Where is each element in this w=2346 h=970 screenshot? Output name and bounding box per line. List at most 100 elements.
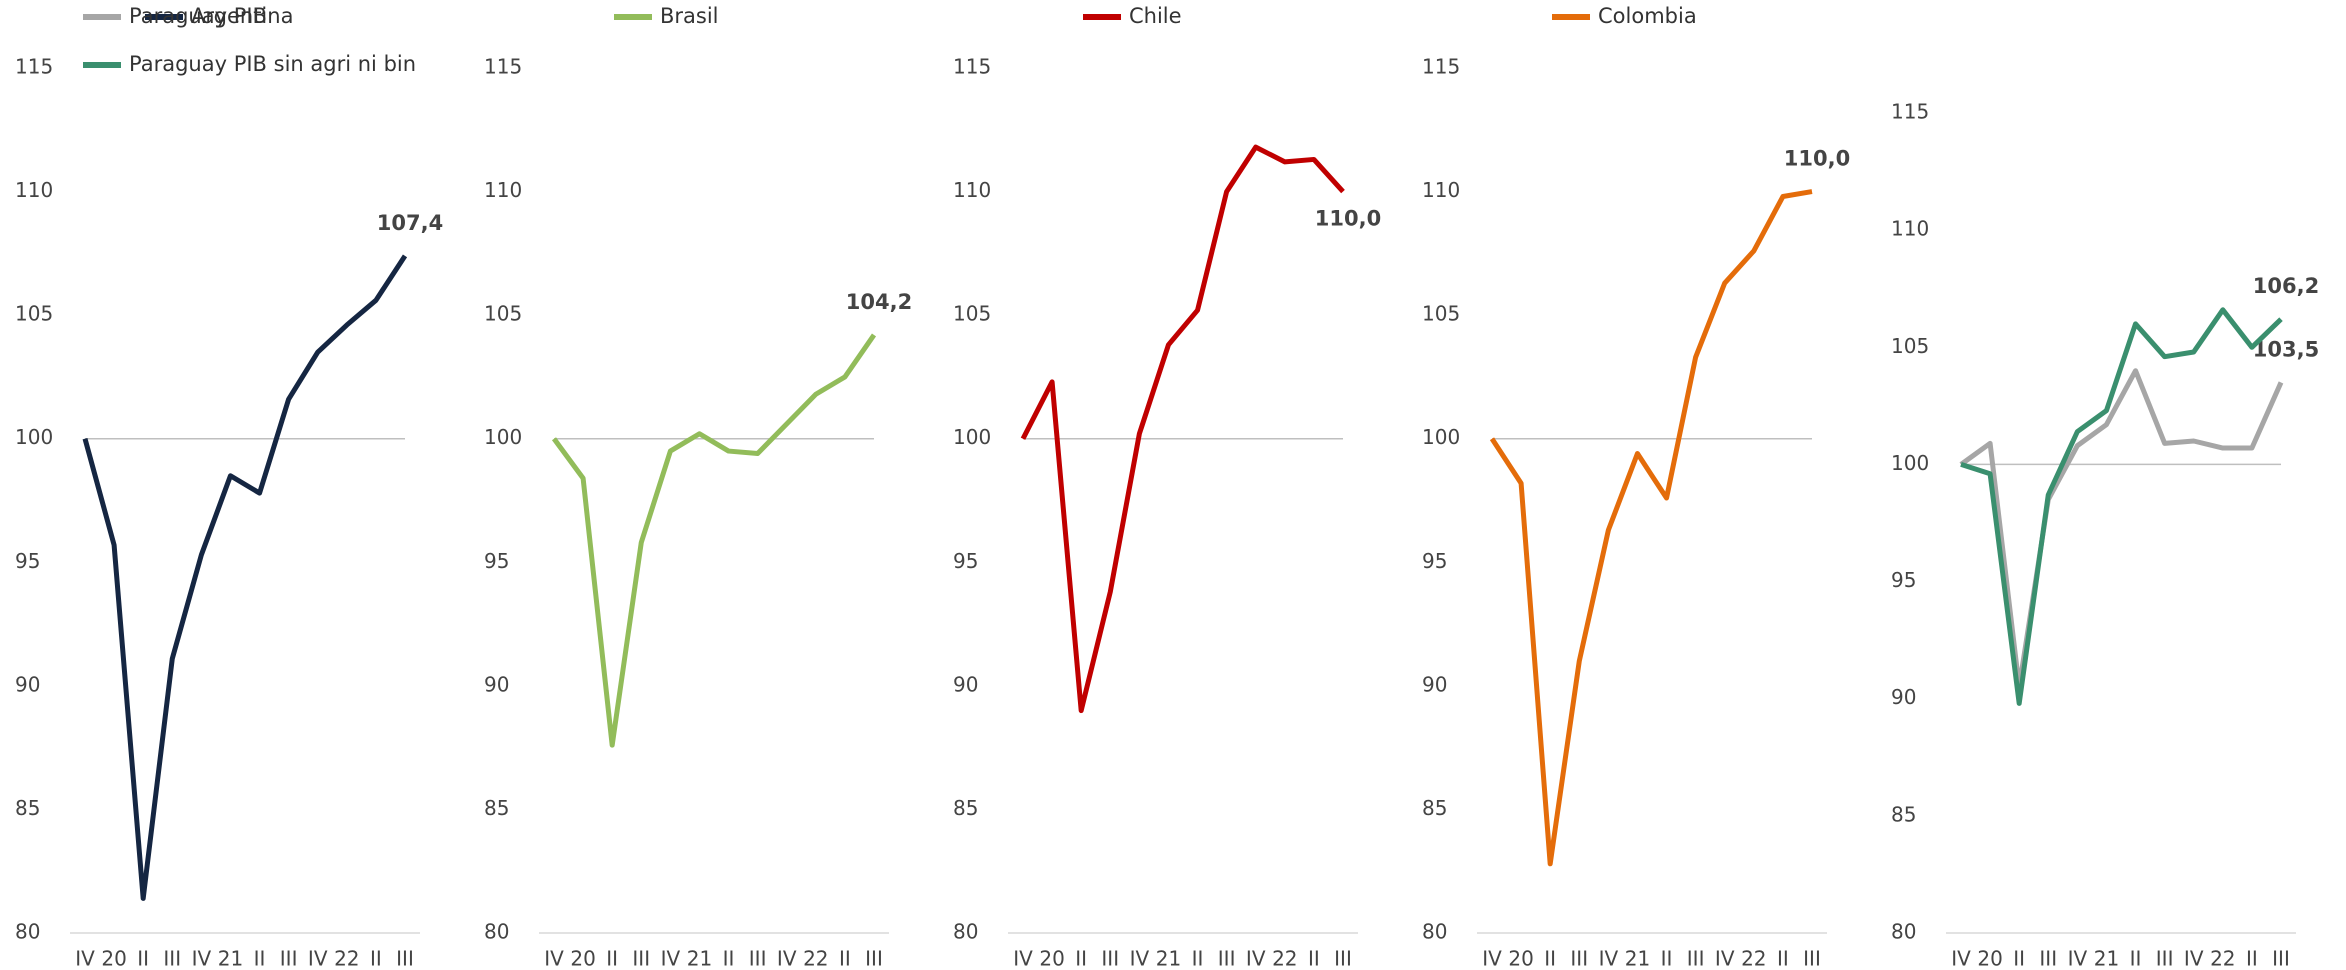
x-tick-label: 22 bbox=[803, 947, 828, 970]
x-tick-label: III bbox=[1101, 947, 1119, 970]
x-tick-label: 20 bbox=[1977, 947, 2002, 970]
x-tick-label: IV bbox=[75, 947, 95, 970]
y-tick-label: 85 bbox=[1891, 802, 1916, 826]
x-tick-label: II bbox=[137, 947, 149, 970]
series-line bbox=[1020, 144, 1345, 714]
y-tick-label: 100 bbox=[15, 425, 53, 449]
x-tick-label: 20 bbox=[1508, 947, 1533, 970]
x-tick-label: II bbox=[1544, 947, 1556, 970]
x-tick-label: III bbox=[1803, 947, 1821, 970]
y-tick-label: 110 bbox=[484, 178, 522, 202]
y-tick-label: 85 bbox=[1422, 796, 1447, 820]
legend-label: Brasil bbox=[660, 4, 719, 28]
y-tick-label: 105 bbox=[15, 302, 53, 326]
x-tick-label: II bbox=[1777, 947, 1789, 970]
y-tick-label: 90 bbox=[1891, 685, 1916, 709]
x-tick-label: II bbox=[2130, 947, 2142, 970]
y-tick-label: 90 bbox=[15, 672, 40, 696]
y-tick-label: 85 bbox=[953, 796, 978, 820]
legend-label: Colombia bbox=[1598, 4, 1697, 28]
y-tick-label: 100 bbox=[1422, 425, 1460, 449]
y-tick-label: 80 bbox=[15, 920, 40, 944]
series-line bbox=[1960, 307, 2283, 706]
x-tick-label: III bbox=[280, 947, 298, 970]
y-tick-label: 100 bbox=[1891, 451, 1929, 475]
x-tick-label: II bbox=[254, 947, 266, 970]
y-tick-label: 115 bbox=[484, 55, 522, 79]
y-tick-label: 100 bbox=[953, 425, 991, 449]
x-tick-label: 21 bbox=[1156, 947, 1181, 970]
x-tick-label: III bbox=[1334, 947, 1352, 970]
x-tick-label: 20 bbox=[1039, 947, 1064, 970]
value-label: 104,2 bbox=[846, 290, 912, 314]
x-tick-label: II bbox=[1075, 947, 1087, 970]
x-tick-label: IV bbox=[1599, 947, 1619, 970]
series-line bbox=[551, 333, 877, 748]
x-tick-label: IV bbox=[2068, 947, 2088, 970]
x-tick-label: IV bbox=[1715, 947, 1735, 970]
legend-label: Argentina bbox=[191, 4, 293, 28]
x-tick-label: II bbox=[1308, 947, 1320, 970]
y-tick-label: 90 bbox=[953, 672, 978, 696]
y-tick-label: 95 bbox=[15, 549, 40, 573]
y-tick-label: 80 bbox=[953, 920, 978, 944]
y-tick-label: 95 bbox=[484, 549, 509, 573]
value-label: 107,4 bbox=[377, 211, 443, 235]
x-tick-label: II bbox=[606, 947, 618, 970]
y-tick-label: 80 bbox=[1891, 920, 1916, 944]
x-tick-label: 20 bbox=[570, 947, 595, 970]
legend-label: Paraguay PIB bbox=[129, 4, 267, 28]
value-label: 106,2 bbox=[2253, 274, 2319, 298]
x-tick-label: 21 bbox=[1625, 947, 1650, 970]
x-tick-label: II bbox=[370, 947, 382, 970]
value-label: 103,5 bbox=[2253, 337, 2319, 361]
x-tick-label: II bbox=[1192, 947, 1204, 970]
x-tick-label: IV bbox=[1130, 947, 1150, 970]
y-tick-label: 110 bbox=[1422, 178, 1460, 202]
x-tick-label: IV bbox=[192, 947, 212, 970]
y-tick-label: 80 bbox=[1422, 920, 1447, 944]
x-tick-label: III bbox=[1570, 947, 1588, 970]
value-label: 110,0 bbox=[1784, 147, 1850, 171]
x-tick-label: II bbox=[839, 947, 851, 970]
x-tick-label: 22 bbox=[1741, 947, 1766, 970]
y-tick-label: 115 bbox=[953, 55, 991, 79]
x-tick-label: III bbox=[2039, 947, 2057, 970]
x-tick-label: III bbox=[2156, 947, 2174, 970]
y-tick-label: 105 bbox=[1891, 334, 1929, 358]
x-tick-label: II bbox=[1661, 947, 1673, 970]
x-tick-label: IV bbox=[1013, 947, 1033, 970]
series-line bbox=[1489, 189, 1813, 867]
x-tick-label: 22 bbox=[2210, 947, 2235, 970]
x-tick-label: III bbox=[2272, 947, 2290, 970]
x-tick-label: III bbox=[749, 947, 767, 970]
y-tick-label: 115 bbox=[1422, 55, 1460, 79]
y-tick-label: 90 bbox=[484, 672, 509, 696]
y-tick-label: 95 bbox=[1422, 549, 1447, 573]
y-tick-label: 105 bbox=[1422, 302, 1460, 326]
y-tick-label: 95 bbox=[953, 549, 978, 573]
x-tick-label: IV bbox=[2184, 947, 2204, 970]
x-tick-label: 21 bbox=[2094, 947, 2119, 970]
x-tick-label: II bbox=[723, 947, 735, 970]
y-tick-label: 100 bbox=[484, 425, 522, 449]
x-tick-label: II bbox=[2246, 947, 2258, 970]
x-tick-label: IV bbox=[1246, 947, 1266, 970]
x-tick-label: IV bbox=[777, 947, 797, 970]
x-tick-label: II bbox=[2013, 947, 2025, 970]
x-tick-label: III bbox=[1687, 947, 1705, 970]
x-tick-label: 22 bbox=[1272, 947, 1297, 970]
y-tick-label: 110 bbox=[15, 178, 53, 202]
x-tick-label: III bbox=[396, 947, 414, 970]
x-tick-label: 21 bbox=[218, 947, 243, 970]
value-label: 110,0 bbox=[1315, 207, 1381, 231]
y-tick-label: 105 bbox=[953, 302, 991, 326]
x-tick-label: III bbox=[163, 947, 181, 970]
legend-label: Paraguay PIB sin agri ni bin bbox=[129, 52, 416, 76]
x-tick-label: III bbox=[632, 947, 650, 970]
x-tick-label: IV bbox=[661, 947, 681, 970]
y-tick-label: 85 bbox=[15, 796, 40, 820]
y-tick-label: 90 bbox=[1422, 672, 1447, 696]
x-tick-label: IV bbox=[1951, 947, 1971, 970]
